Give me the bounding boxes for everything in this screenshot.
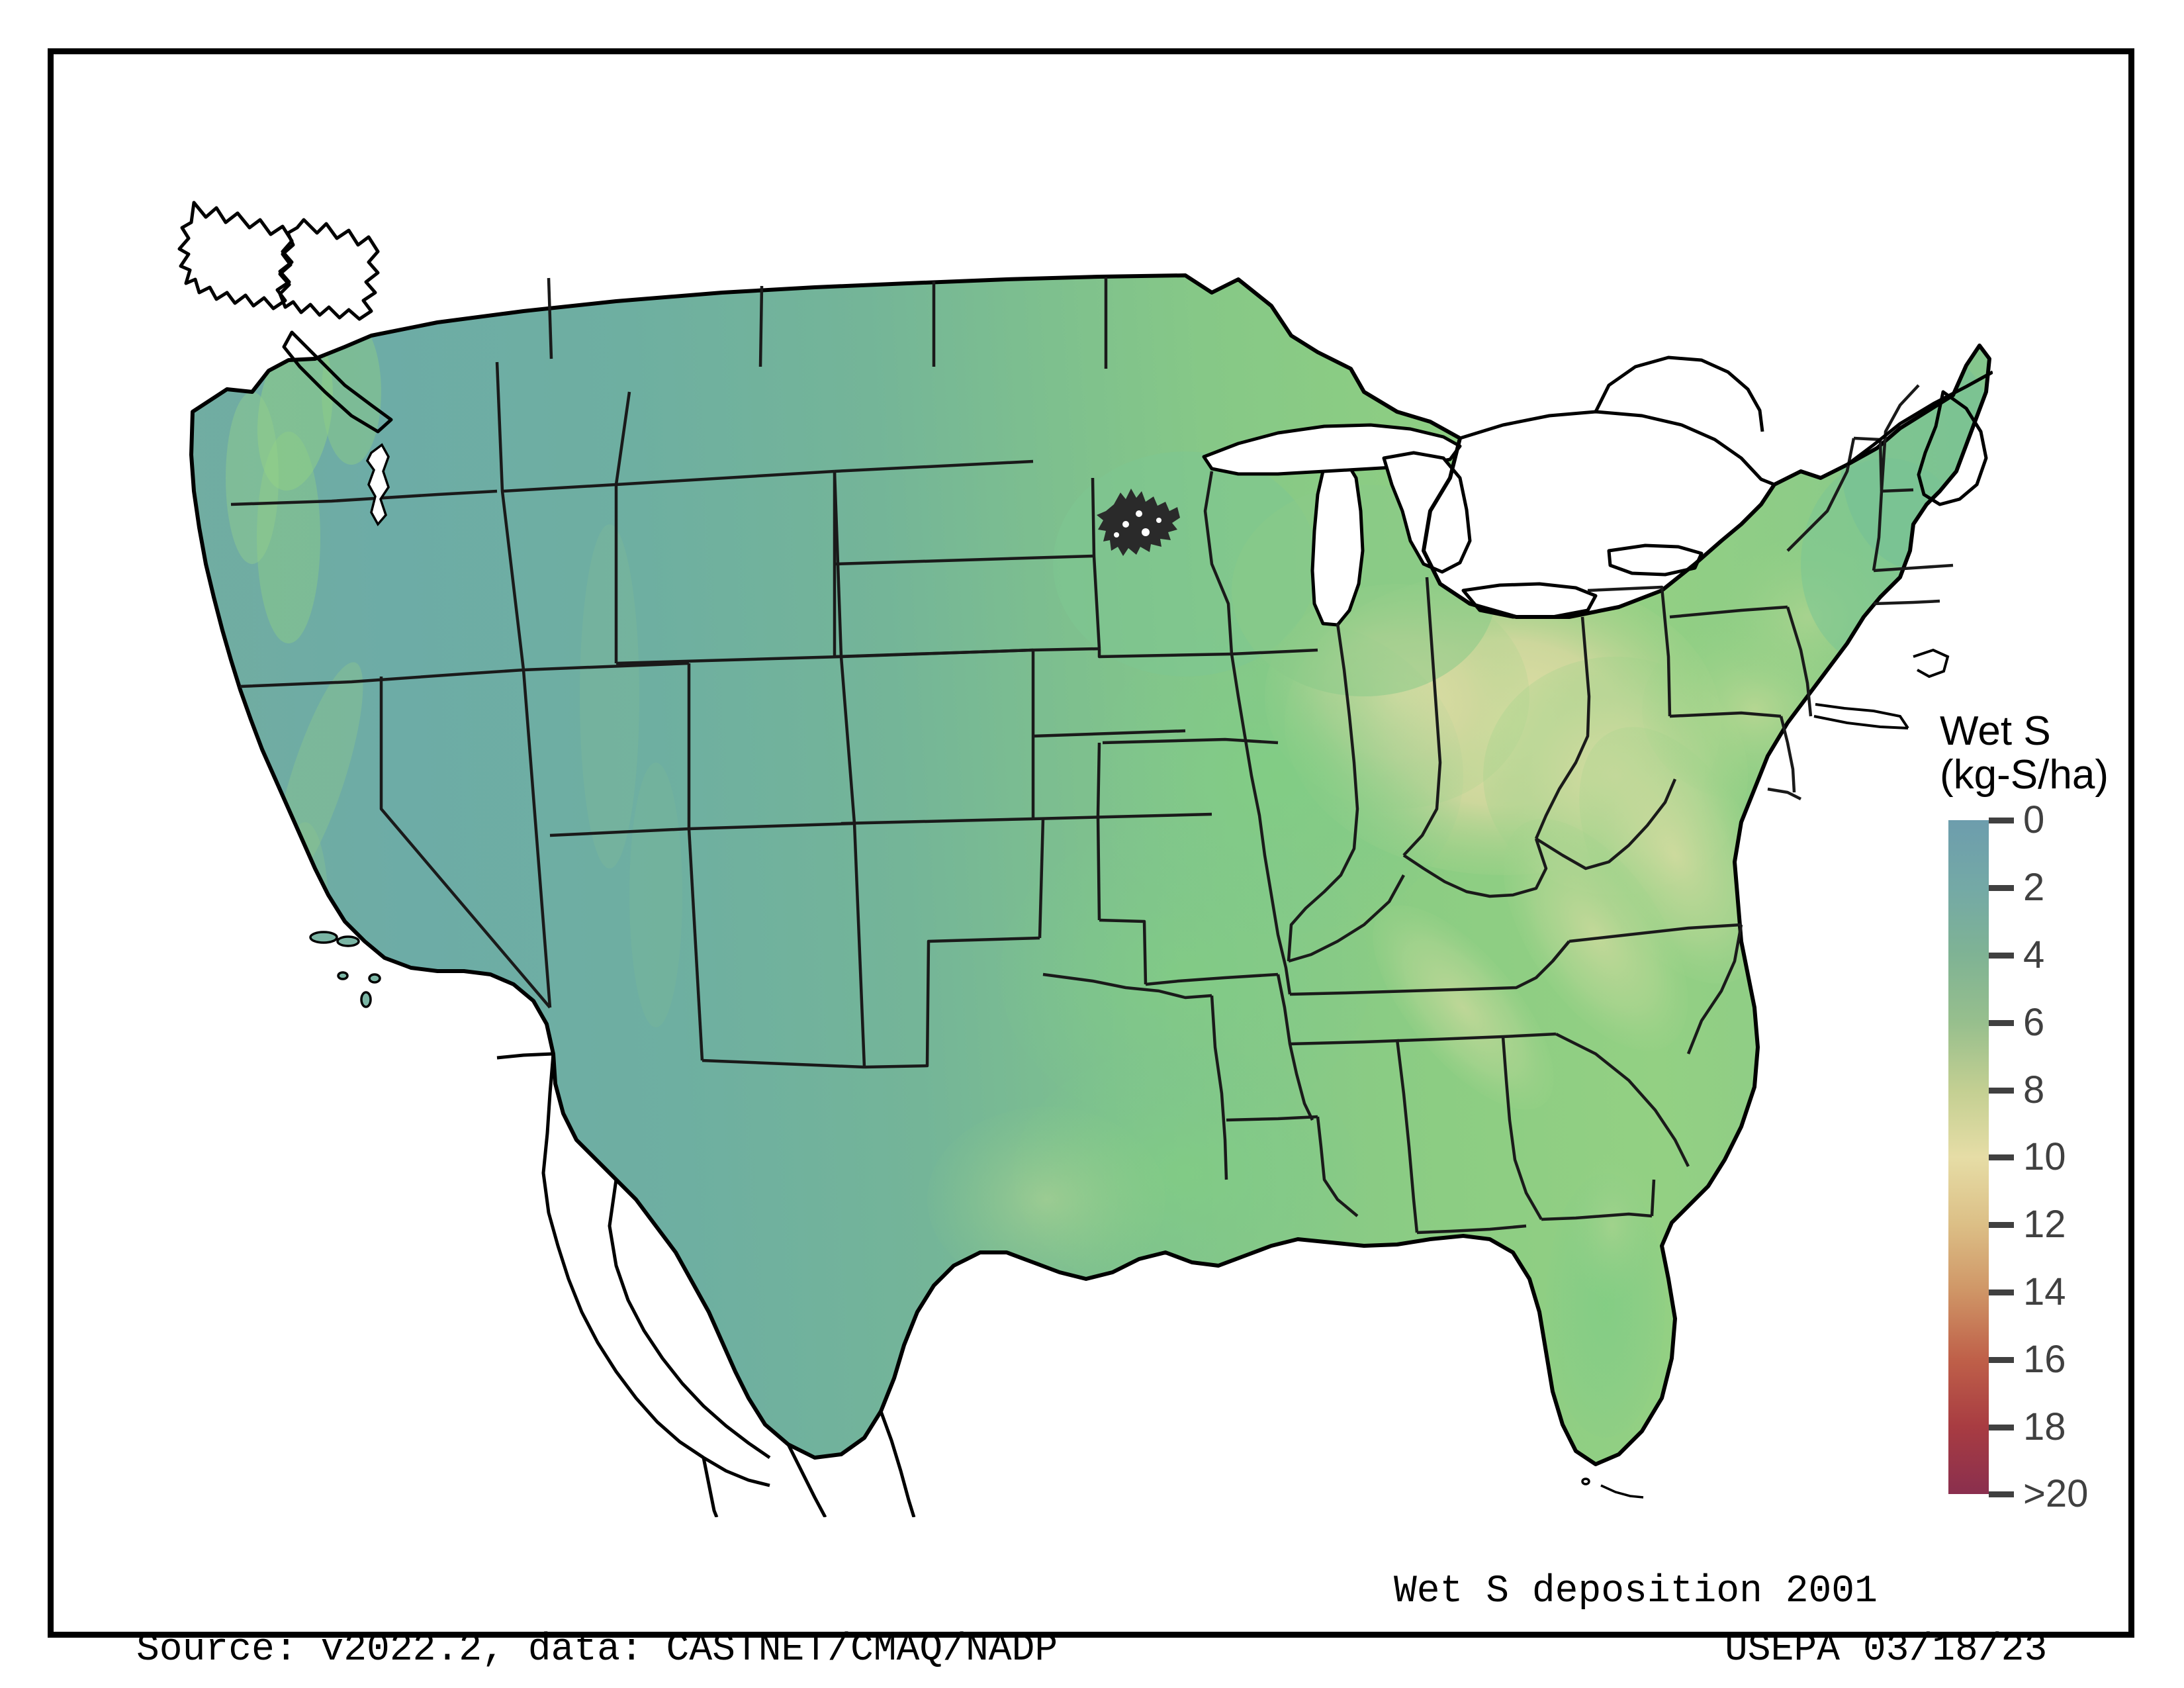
colorbar-tick-9: [1989, 1424, 2014, 1430]
colorbar-tick-6: [1989, 1222, 2014, 1229]
lake-michigan: [1310, 455, 1365, 627]
florida-keys: [1581, 1477, 1644, 1499]
agency-date-note: USEPA 03/18/23: [1725, 1628, 2048, 1671]
colorbar-tick-label-2: 4: [2023, 933, 2045, 977]
colorbar-tick-label-1: 2: [2023, 866, 2045, 910]
state-boundaries: [230, 277, 1954, 1235]
colorbar-tick-label-8: 16: [2023, 1337, 2066, 1381]
colorbar-tick-label-3: 6: [2023, 1000, 2045, 1044]
puget-sound: [365, 443, 390, 527]
channel-islands: [309, 931, 381, 1008]
colorbar-tick-10: [1989, 1491, 2014, 1498]
colorbar-tick-label-6: 12: [2023, 1203, 2066, 1246]
colorbar-tick-label-7: 14: [2023, 1270, 2066, 1314]
lake-erie: [1461, 582, 1598, 619]
colorbar-tick-label-9: 18: [2023, 1405, 2066, 1448]
source-note: Source: v2022.2, data: CASTNET/CMAQ/NADP: [136, 1628, 1058, 1671]
colorbar-tick-8: [1989, 1356, 2014, 1363]
colorbar-gradient-bar: [1948, 820, 1989, 1495]
neighbor-country-outlines: [177, 201, 1993, 1517]
colorbar-tick-2: [1989, 953, 2014, 959]
figure-frame: Wet S (kg-S/ha) 0 2 4 6 8 10 12 14 16 18 >20 Wet S …: [48, 48, 2134, 1671]
colorbar-tick-label-4: 8: [2023, 1068, 2045, 1111]
colorbar-tick-3: [1989, 1019, 2014, 1026]
lake-of-the-woods-islands: [1097, 489, 1180, 556]
colorbar: Wet S (kg-S/ha) 0 2 4 6 8 10 12 14 16 18 >20: [1901, 710, 2179, 1513]
colorbar-title-line1: Wet S: [1940, 708, 2051, 754]
colorbar-tick-7: [1989, 1289, 2014, 1296]
colorbar-title: Wet S (kg-S/ha): [1940, 710, 2179, 796]
conus-deposition-map: [153, 193, 1993, 1517]
map-plot-area: [153, 193, 1993, 1517]
colorbar-title-line2: (kg-S/ha): [1940, 751, 2109, 798]
national-boundary: [189, 273, 1991, 1466]
colorbar-tick-label-5: 10: [2023, 1135, 2066, 1179]
colorbar-tick-5: [1989, 1154, 2014, 1161]
colorbar-tick-4: [1989, 1087, 2014, 1094]
colorbar-tick-0: [1989, 818, 2014, 824]
colorbar-scale: 0 2 4 6 8 10 12 14 16 18 >20: [1948, 801, 2167, 1513]
northeast-coastal-detail: [1813, 648, 1950, 729]
colorbar-tick-label-0: 0: [2023, 798, 2045, 842]
lake-ontario: [1607, 543, 1704, 577]
colorbar-tick-label-10: >20: [2023, 1472, 2089, 1516]
colorbar-tick-1: [1989, 885, 2014, 892]
deposition-title: Wet S deposition 2001: [1394, 1570, 1878, 1613]
